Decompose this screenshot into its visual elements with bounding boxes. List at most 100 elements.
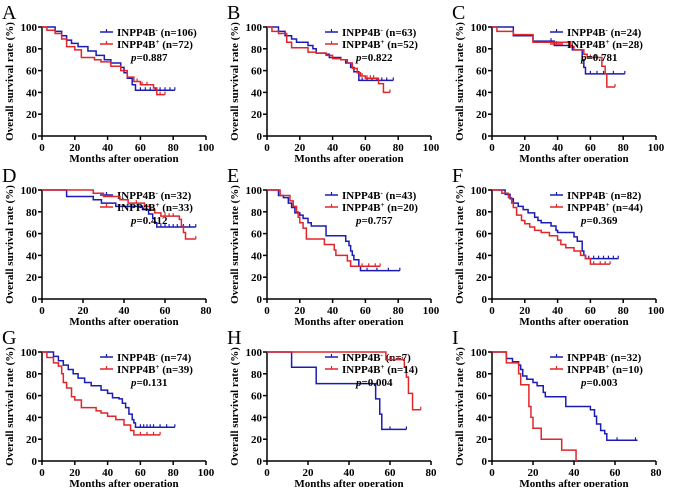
panel-D: D 0 20 40 60 80 100 0 20 40 60 80 Months after opera… [0,163,226,328]
x-tick-label: 100 [648,142,665,154]
y-tick-label: 20 [26,272,38,284]
x-tick-label: 100 [423,305,440,317]
x-tick-label: 80 [168,467,180,479]
x-tick-label: 20 [294,142,306,154]
km-chart-C: C 0 20 40 60 80 100 0 20 40 60 80 100 Months after op… [452,2,665,165]
y-tick-label: 100 [471,22,488,34]
x-axis-title: Months after operation [69,153,178,162]
x-tick-label: 0 [489,142,495,154]
y-tick-label: 20 [251,434,263,446]
y-tick-label: 0 [32,294,38,306]
y-tick-label: 20 [26,434,38,446]
y-tick-label: 20 [251,109,263,121]
y-tick-label: 80 [476,44,488,56]
y-tick-label: 100 [21,347,38,359]
survival-curve-positive [42,351,161,436]
p-value: p=0.781 [580,52,618,64]
x-tick-label: 80 [426,467,438,479]
y-tick-label: 20 [476,434,488,446]
x-tick-label: 0 [39,142,45,154]
km-chart-D: D 0 20 40 60 80 100 0 20 40 60 80 Months after opera… [2,165,212,328]
y-axis-title: Overall survival rate (%) [229,22,241,141]
y-tick-label: 100 [246,22,263,34]
x-tick-label: 0 [39,467,45,479]
x-tick-label: 40 [102,467,114,479]
y-tick-label: 100 [21,22,38,34]
survival-curve-positive [492,189,611,265]
panel-E: E 0 20 40 60 80 100 0 20 40 60 80 100 Months after op… [225,163,451,328]
x-tick-label: 60 [160,305,172,317]
y-tick-label: 0 [257,131,263,143]
p-value: p=0.369 [580,215,618,227]
y-tick-label: 40 [26,412,38,424]
y-tick-label: 40 [251,87,263,99]
panel-B: B 0 20 40 60 80 100 0 20 40 60 80 100 Months after op… [225,0,451,165]
x-tick-label: 60 [135,142,147,154]
x-tick-label: 40 [327,305,339,317]
km-chart-I: I 0 20 40 60 80 100 0 20 40 60 80 Months after opera… [452,327,663,490]
y-tick-label: 0 [257,294,263,306]
km-chart-F: F 0 20 40 60 80 100 0 20 40 60 80 100 Months after op… [452,165,665,328]
x-tick-label: 0 [489,467,495,479]
p-value: p=0.003 [580,377,618,389]
x-tick-label: 100 [648,305,665,317]
y-tick-label: 0 [482,294,488,306]
survival-curve-positive [42,189,196,240]
y-tick-label: 80 [26,207,38,219]
legend-label: INPP4B+ (n=52) [342,38,418,51]
x-tick-label: 80 [651,467,663,479]
legend-label: INPP4B- (n=106) [117,26,197,39]
survival-curve-positive [267,351,421,411]
x-axis-title: Months after operation [69,316,178,325]
panel-C: C 0 20 40 60 80 100 0 20 40 60 80 100 Months after op… [450,0,676,165]
x-tick-label: 80 [393,142,405,154]
legend-label: INPP4B+ (n=14) [342,363,418,376]
panel-H: H 0 20 40 60 80 100 0 20 40 60 80 Months after opera… [225,325,451,490]
x-tick-label: 60 [385,467,397,479]
p-value: p=0.131 [130,377,168,389]
legend-label: INPP4B- (n=63) [342,26,417,39]
p-value: p=0.822 [355,52,393,64]
x-tick-label: 0 [264,467,270,479]
x-tick-label: 0 [264,142,270,154]
panel-letter: E [227,165,239,187]
x-tick-label: 60 [360,142,372,154]
y-tick-label: 80 [26,44,38,56]
x-tick-label: 100 [423,142,440,154]
y-axis-title: Overall survival rate (%) [454,22,466,141]
survival-curve-negative [267,351,407,431]
x-tick-label: 40 [569,467,581,479]
x-tick-label: 100 [198,142,215,154]
survival-curve-positive [492,26,615,88]
panel-letter: C [452,2,465,24]
panel-A: A 0 20 40 60 80 100 0 20 40 60 80 100 Months after op… [0,0,226,165]
y-tick-label: 60 [26,229,38,241]
y-tick-label: 40 [476,250,488,262]
x-tick-label: 60 [585,142,597,154]
x-tick-label: 60 [585,305,597,317]
y-tick-label: 20 [476,272,488,284]
y-tick-label: 20 [476,109,488,121]
panel-F: F 0 20 40 60 80 100 0 20 40 60 80 100 Months after op… [450,163,676,328]
x-tick-label: 20 [303,467,315,479]
y-tick-label: 80 [251,207,263,219]
x-tick-label: 40 [119,305,131,317]
y-tick-label: 100 [471,185,488,197]
x-tick-label: 60 [360,305,372,317]
y-axis-title: Overall survival rate (%) [454,347,466,466]
y-tick-label: 60 [251,229,263,241]
y-tick-label: 100 [246,347,263,359]
y-tick-label: 40 [251,412,263,424]
x-tick-label: 20 [69,142,81,154]
x-tick-label: 80 [618,142,630,154]
y-tick-label: 60 [476,66,488,78]
x-axis-title: Months after operation [519,316,628,325]
y-tick-label: 0 [482,456,488,468]
y-tick-label: 100 [471,347,488,359]
survival-curve-negative [492,189,619,260]
x-axis-title: Months after operation [519,153,628,162]
y-tick-label: 60 [251,66,263,78]
legend-label: INPP4B+ (n=28) [567,38,643,51]
y-axis-title: Overall survival rate (%) [229,347,241,466]
y-tick-label: 0 [32,456,38,468]
